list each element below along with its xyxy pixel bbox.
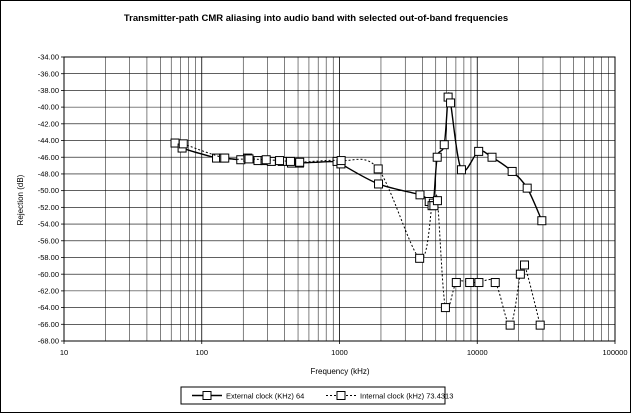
data-point bbox=[446, 98, 456, 108]
data-point bbox=[439, 140, 449, 150]
legend: External clock (KHz) 64 Internal clock (… bbox=[180, 386, 453, 405]
legend-marker-external bbox=[202, 391, 212, 400]
x-axis-ticks: 10 100 1000 10000 100000 bbox=[60, 341, 628, 357]
data-point bbox=[537, 216, 547, 226]
data-point bbox=[415, 253, 425, 263]
y-tick-label: -38.00 bbox=[38, 86, 59, 95]
y-tick-label: -44.00 bbox=[38, 136, 59, 145]
legend-label-internal: Internal clock (kHz) 73.4313 bbox=[360, 392, 453, 401]
data-point bbox=[474, 278, 484, 288]
x-tick-label: 10 bbox=[60, 348, 68, 357]
y-tick-label: -40.00 bbox=[38, 103, 59, 112]
y-tick-label: -56.00 bbox=[38, 236, 59, 245]
chart-title: Transmitter-path CMR aliasing into audio… bbox=[124, 13, 508, 24]
data-point bbox=[285, 156, 295, 166]
data-point bbox=[336, 156, 346, 166]
y-tick-label: -54.00 bbox=[38, 220, 59, 229]
data-point bbox=[178, 139, 188, 149]
data-point bbox=[432, 152, 442, 162]
data-point bbox=[451, 278, 461, 288]
data-point bbox=[456, 165, 466, 175]
y-tick-label: -62.00 bbox=[38, 286, 59, 295]
y-tick-label: -48.00 bbox=[38, 170, 59, 179]
x-axis-label: Frequency (kHz) bbox=[310, 367, 369, 376]
data-point bbox=[522, 183, 532, 193]
legend-box bbox=[180, 386, 446, 405]
y-tick-label: -36.00 bbox=[38, 69, 59, 78]
series-line bbox=[174, 92, 543, 222]
data-point bbox=[374, 179, 384, 189]
x-tick-label: 10000 bbox=[467, 348, 488, 357]
data-point bbox=[295, 157, 305, 167]
data-point bbox=[535, 320, 545, 330]
y-tick-label: -42.00 bbox=[38, 119, 59, 128]
y-tick-label: -46.00 bbox=[38, 153, 59, 162]
data-point bbox=[373, 164, 383, 174]
y-tick-label: -58.00 bbox=[38, 253, 59, 262]
data-point bbox=[261, 155, 271, 165]
x-tick-label: 1000 bbox=[331, 348, 348, 357]
data-point bbox=[515, 269, 525, 279]
data-point bbox=[507, 166, 517, 176]
y-tick-label: -64.00 bbox=[38, 303, 59, 312]
y-tick-label: -60.00 bbox=[38, 270, 59, 279]
y-tick-label: -68.00 bbox=[38, 337, 59, 346]
y-tick-label: -50.00 bbox=[38, 186, 59, 195]
data-point bbox=[275, 156, 285, 166]
y-tick-label: -66.00 bbox=[38, 320, 59, 329]
series-2 bbox=[178, 139, 545, 330]
legend-marker-internal bbox=[336, 391, 346, 400]
data-point bbox=[520, 260, 530, 270]
data-point bbox=[244, 154, 254, 164]
data-point bbox=[220, 153, 230, 163]
data-point bbox=[505, 320, 515, 330]
legend-label-external: External clock (KHz) 64 bbox=[226, 392, 304, 401]
data-point bbox=[432, 196, 442, 206]
y-tick-label: -52.00 bbox=[38, 203, 59, 212]
series-line bbox=[183, 143, 541, 326]
data-point bbox=[415, 190, 425, 200]
x-tick-label: 100 bbox=[195, 348, 208, 357]
data-point bbox=[440, 303, 450, 313]
x-tick-label: 100000 bbox=[602, 348, 627, 357]
y-tick-label: -34.00 bbox=[38, 53, 59, 62]
y-axis-ticks: -34.00 -36.00 -38.00 -40.00 -42.00 -44.00 -46.… bbox=[38, 53, 64, 346]
series-layer bbox=[170, 92, 547, 330]
data-point bbox=[490, 278, 500, 288]
data-point bbox=[487, 152, 497, 162]
y-axis-label: Rejection (dB) bbox=[16, 174, 25, 225]
data-point bbox=[465, 278, 475, 288]
data-point bbox=[474, 146, 484, 156]
